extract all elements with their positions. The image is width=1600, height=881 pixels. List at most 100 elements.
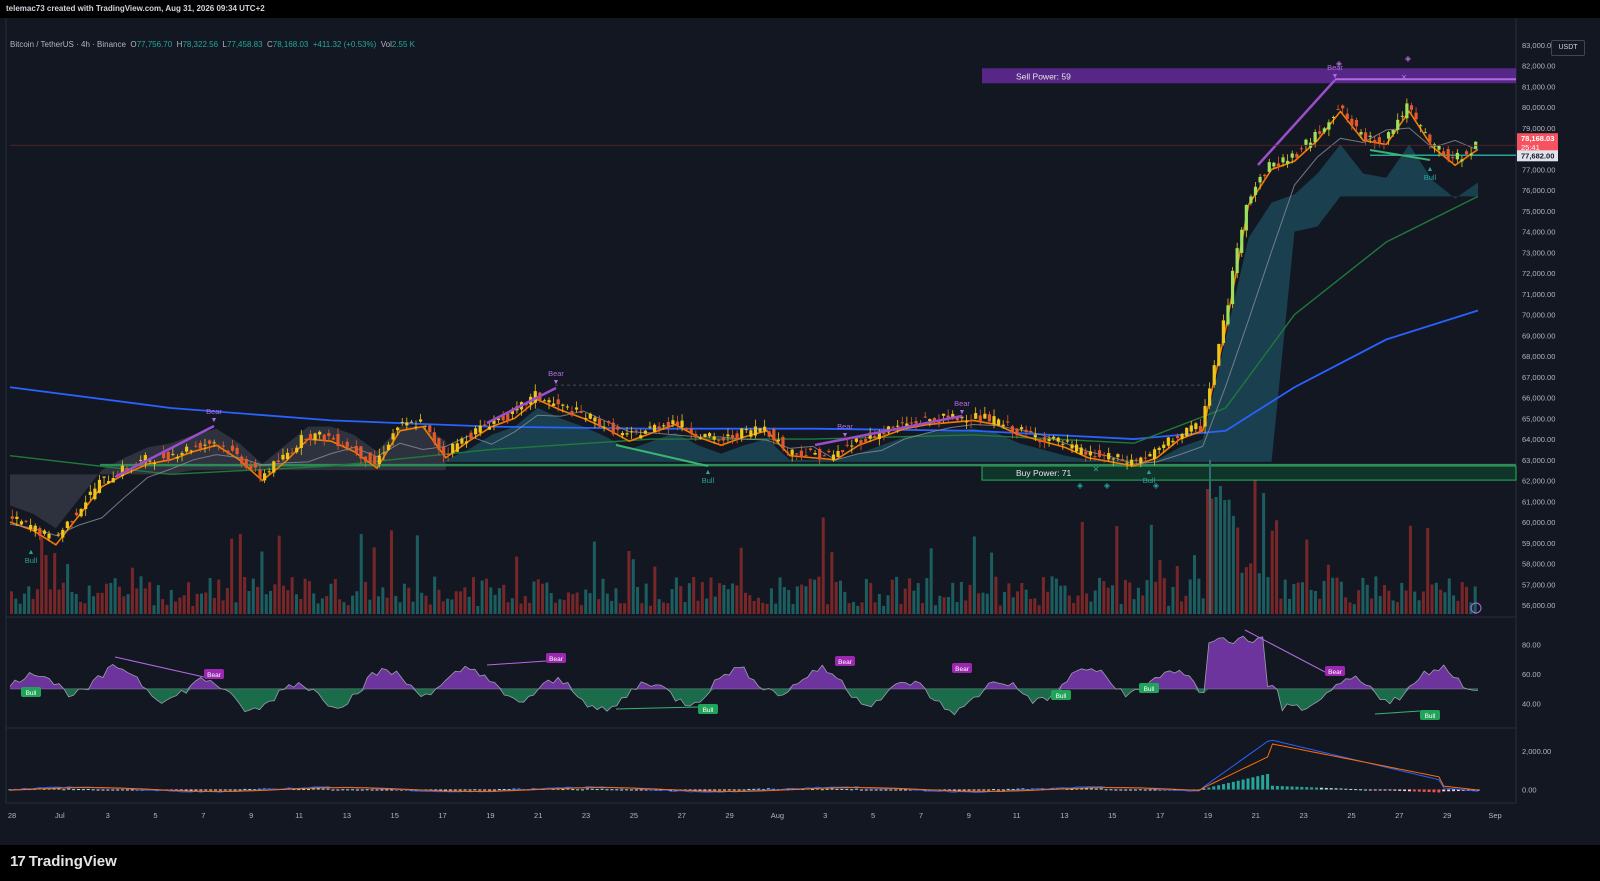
volume-bar <box>1231 515 1235 614</box>
candle-body <box>758 428 762 432</box>
bull-tag <box>21 687 41 697</box>
currency-badge[interactable]: USDT <box>1551 40 1585 56</box>
bear-tag-text: Bear <box>838 659 853 666</box>
macd-histogram-bar <box>977 789 981 791</box>
power-zones: Sell Power: 59 Buy Power: 71 <box>100 68 1517 614</box>
candle-body <box>923 416 927 418</box>
candle-body <box>822 455 826 457</box>
macd-histogram-bar <box>1447 789 1451 792</box>
candle-body <box>189 450 193 452</box>
volume-bar <box>247 591 251 614</box>
macd-histogram-bar <box>693 789 697 791</box>
volume-bar <box>277 535 281 614</box>
candle-body <box>1047 439 1051 442</box>
buy-power-label: Buy Power: 71 <box>1016 468 1072 478</box>
volume-bar <box>1430 584 1434 614</box>
macd-histogram-bar <box>1427 789 1431 793</box>
candle-body <box>1263 174 1267 177</box>
chart-area[interactable]: Sell Power: 59 Buy Power: 71 Bear ▼ Bear ▼ Be… <box>0 18 1600 845</box>
candle-body <box>42 530 47 534</box>
candle-body <box>611 422 615 435</box>
candle-body <box>556 399 560 405</box>
macd-histogram-bar <box>566 788 570 790</box>
volume-bar <box>1072 602 1076 614</box>
volume-bar <box>1003 591 1007 614</box>
candle-body <box>1336 109 1340 111</box>
bull-arrow-icon: ▲ <box>705 469 712 476</box>
volume-bar <box>480 580 484 614</box>
candle-body <box>712 436 716 440</box>
candle-body <box>561 404 565 406</box>
volume-bar <box>316 603 320 614</box>
volume-bar <box>666 603 670 614</box>
volume-bar <box>1309 589 1313 614</box>
candle-body <box>1460 159 1464 162</box>
candle-body <box>221 445 225 447</box>
candle-body <box>937 421 941 425</box>
candle-body <box>753 426 758 436</box>
macd-histogram-bar <box>987 789 991 791</box>
candle-body <box>506 413 510 421</box>
candle-body <box>1286 160 1290 164</box>
volume-bar <box>100 592 104 614</box>
time-axis-label: 5 <box>871 811 875 820</box>
volume-bar <box>1067 595 1071 614</box>
cloud-teal <box>445 144 1478 462</box>
macd-histogram-bar <box>57 788 61 790</box>
volume-bar <box>1162 578 1166 614</box>
volume-bar <box>1223 500 1227 614</box>
macd-histogram-bar <box>189 789 193 791</box>
volume-bar <box>1041 577 1045 614</box>
candle-body <box>84 502 88 510</box>
macd-histogram-bar <box>1417 789 1421 792</box>
volume-bar <box>687 583 691 614</box>
price-axis-label: 83,000.00 <box>1522 41 1555 50</box>
macd-histogram-bar <box>1016 788 1020 790</box>
macd-histogram-bar <box>972 789 976 791</box>
candle-body <box>1010 426 1014 433</box>
candle-body <box>1139 457 1143 464</box>
candle-body <box>845 444 849 446</box>
tradingview-brand[interactable]: 17 TradingView <box>10 853 117 870</box>
volume-bar <box>640 603 644 614</box>
macd-histogram-bar <box>502 789 506 791</box>
volume-bar <box>804 586 808 614</box>
volume-bar <box>752 601 756 614</box>
candle-body <box>1194 423 1198 430</box>
volume-bar <box>441 601 445 614</box>
candle-body <box>1107 453 1111 460</box>
volume-bar <box>338 599 342 614</box>
candle-body <box>1152 449 1157 460</box>
volume-bar <box>156 585 160 614</box>
volume-bar <box>368 599 372 614</box>
volume-bar <box>74 593 78 614</box>
volume-bar <box>433 576 437 614</box>
time-axis-label: 23 <box>582 811 590 820</box>
volume-bar <box>44 555 48 614</box>
volume-bar <box>1344 597 1348 614</box>
candle-body <box>570 411 574 416</box>
candle-body <box>776 439 781 442</box>
macd-histogram-bar <box>996 789 1000 791</box>
candle-body <box>185 446 189 452</box>
price-axis-label: 71,000.00 <box>1522 290 1555 299</box>
macd-histogram-bar <box>732 789 736 791</box>
macd-histogram-bar <box>1315 787 1319 790</box>
volume-bar <box>1076 595 1080 614</box>
last-price-text: 78,168.03 <box>1521 134 1554 143</box>
candle-body <box>79 508 83 517</box>
macd-histogram-bar <box>644 789 648 791</box>
candle-body <box>607 421 611 423</box>
volume-bar <box>744 592 747 614</box>
volume-bar <box>856 605 860 614</box>
volume-bar <box>959 582 963 614</box>
candle-body <box>308 434 313 441</box>
candle-body <box>744 429 748 431</box>
brand-name: TradingView <box>28 853 117 870</box>
bull-tag <box>1420 710 1440 720</box>
macd-histogram-bar <box>879 789 883 791</box>
candle-body <box>391 433 395 440</box>
macd-histogram-bar <box>1368 789 1372 791</box>
candle-body <box>345 441 349 448</box>
